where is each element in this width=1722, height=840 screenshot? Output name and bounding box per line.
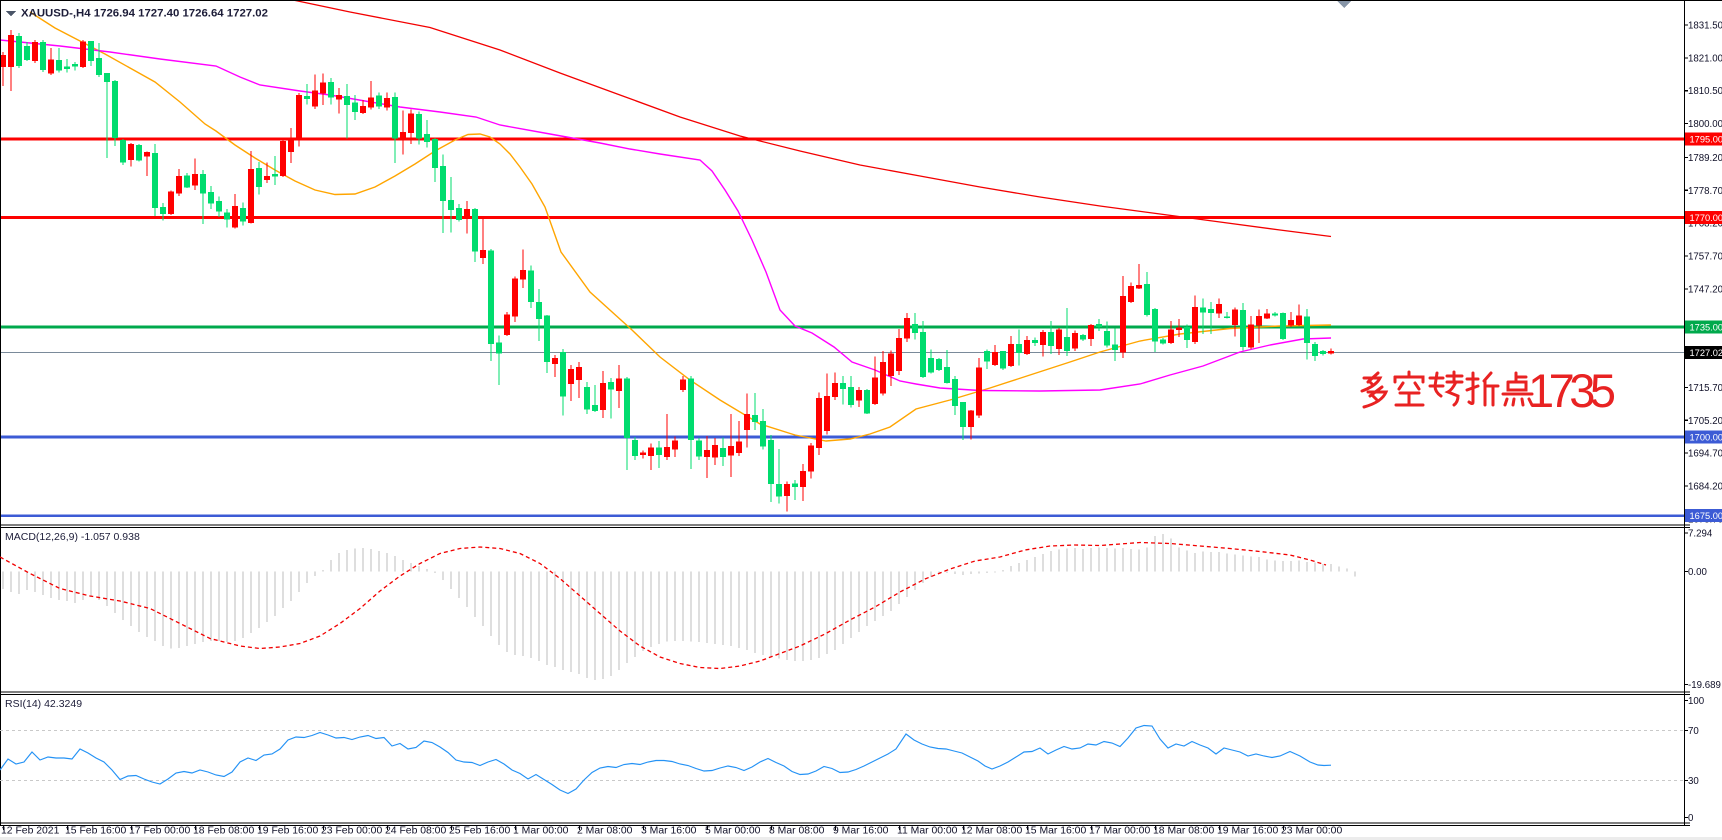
svg-text:0.00: 0.00 [1688, 567, 1707, 578]
svg-text:1727.02: 1727.02 [1690, 348, 1722, 358]
svg-text:19 Mar 16:00: 19 Mar 16:00 [1217, 826, 1278, 837]
svg-text:1694.70: 1694.70 [1688, 449, 1722, 460]
svg-text:17 Feb 00:00: 17 Feb 00:00 [129, 826, 190, 837]
svg-text:1684.20: 1684.20 [1688, 482, 1722, 493]
svg-text:17 Mar 00:00: 17 Mar 00:00 [1089, 826, 1150, 837]
svg-text:25 Feb 16:00: 25 Feb 16:00 [449, 826, 510, 837]
svg-text:15 Feb 16:00: 15 Feb 16:00 [65, 826, 126, 837]
svg-text:1810.50: 1810.50 [1688, 86, 1722, 97]
svg-text:1675.00: 1675.00 [1690, 511, 1722, 521]
svg-text:70: 70 [1688, 726, 1699, 737]
svg-text:12 Feb 2021: 12 Feb 2021 [1, 826, 60, 837]
svg-text:1757.70: 1757.70 [1688, 252, 1722, 263]
svg-text:19 Feb 16:00: 19 Feb 16:00 [257, 826, 318, 837]
svg-text:1 Mar 00:00: 1 Mar 00:00 [513, 826, 569, 837]
svg-text:1735: 1735 [1528, 364, 1616, 417]
svg-text:18 Mar 08:00: 18 Mar 08:00 [1153, 826, 1214, 837]
svg-text:18 Feb 08:00: 18 Feb 08:00 [193, 826, 254, 837]
svg-text:2 Mar 08:00: 2 Mar 08:00 [577, 826, 633, 837]
svg-text:XAUUSD-,H4 1726.94 1727.40 17: XAUUSD-,H4 1726.94 1727.40 1726.64 1727.… [21, 8, 268, 20]
svg-text:1768.20: 1768.20 [1688, 219, 1722, 230]
svg-text:1800.00: 1800.00 [1688, 119, 1722, 130]
svg-text:-19.689: -19.689 [1688, 680, 1721, 691]
svg-text:30: 30 [1688, 776, 1699, 787]
svg-text:11 Mar 00:00: 11 Mar 00:00 [897, 826, 958, 837]
svg-text:8 Mar 08:00: 8 Mar 08:00 [769, 826, 825, 837]
svg-text:12 Mar 08:00: 12 Mar 08:00 [961, 826, 1022, 837]
svg-text:1795.00: 1795.00 [1690, 135, 1722, 145]
svg-text:1821.00: 1821.00 [1688, 53, 1722, 64]
svg-text:1700.00: 1700.00 [1690, 433, 1722, 443]
svg-text:1831.50: 1831.50 [1688, 21, 1722, 32]
svg-text:1705.20: 1705.20 [1688, 416, 1722, 427]
svg-text:100: 100 [1688, 696, 1705, 707]
svg-text:RSI(14) 42.3249: RSI(14) 42.3249 [5, 698, 82, 710]
svg-text:23 Mar 00:00: 23 Mar 00:00 [1281, 826, 1342, 837]
svg-text:1747.20: 1747.20 [1688, 284, 1722, 295]
svg-text:7.294: 7.294 [1688, 529, 1713, 540]
svg-text:5 Mar 00:00: 5 Mar 00:00 [705, 826, 761, 837]
svg-text:1778.70: 1778.70 [1688, 186, 1722, 197]
svg-text:1715.70: 1715.70 [1688, 383, 1722, 394]
svg-text:1770.00: 1770.00 [1690, 213, 1722, 223]
svg-text:9 Mar 16:00: 9 Mar 16:00 [833, 826, 889, 837]
svg-text:15 Mar 16:00: 15 Mar 16:00 [1025, 826, 1086, 837]
svg-text:1789.20: 1789.20 [1688, 153, 1722, 164]
svg-text:24 Feb 08:00: 24 Feb 08:00 [385, 826, 446, 837]
svg-text:0: 0 [1688, 813, 1694, 824]
svg-text:1735.00: 1735.00 [1690, 323, 1722, 333]
svg-text:MACD(12,26,9) -1.057 0.938: MACD(12,26,9) -1.057 0.938 [5, 531, 140, 543]
svg-text:3 Mar 16:00: 3 Mar 16:00 [641, 826, 697, 837]
svg-text:23 Feb 00:00: 23 Feb 00:00 [321, 826, 382, 837]
